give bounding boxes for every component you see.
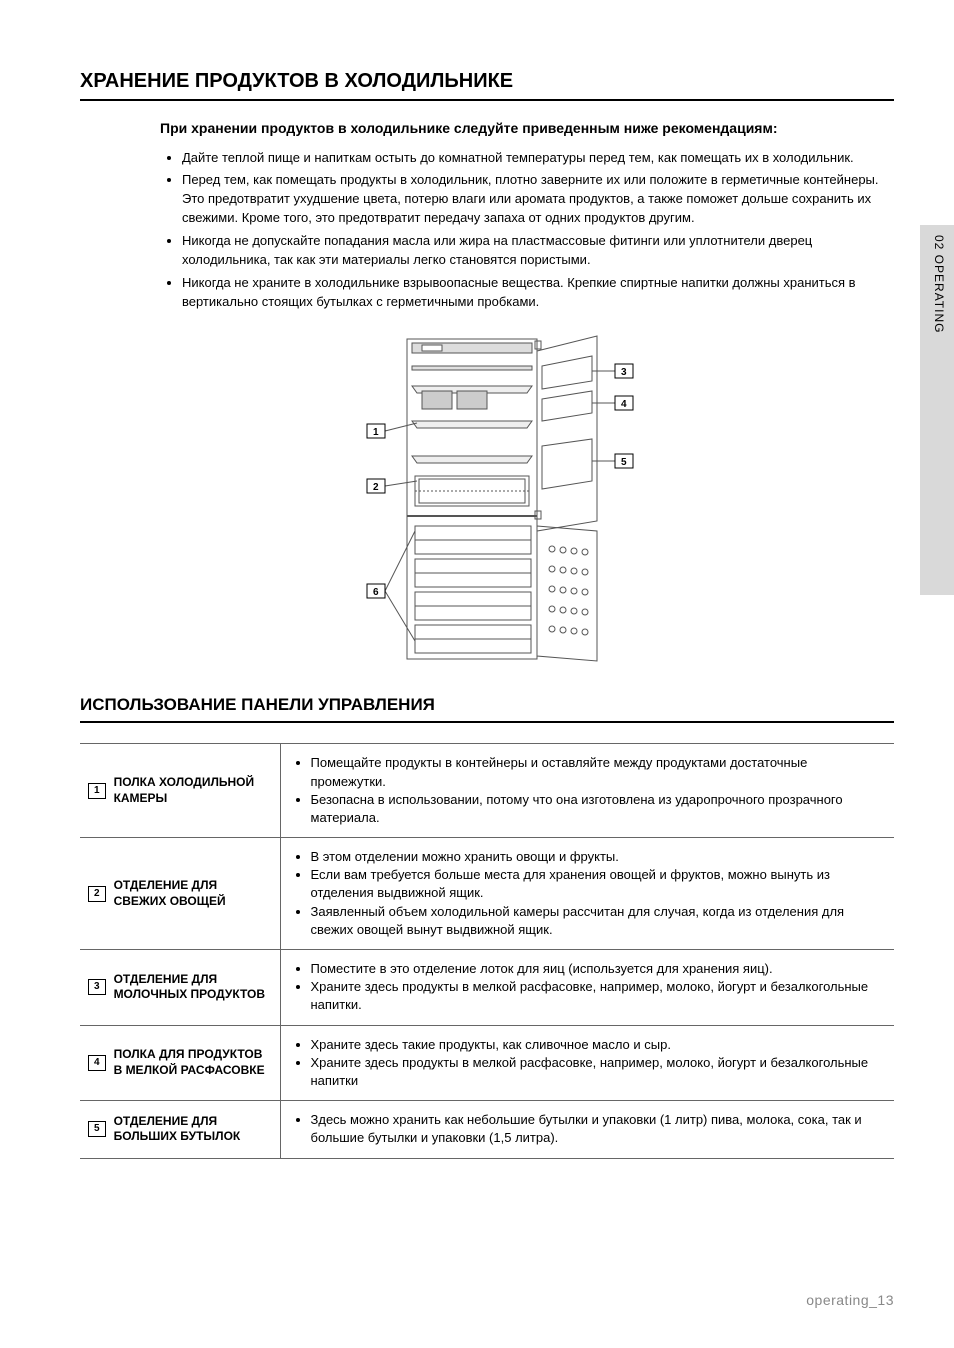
section-heading-storage: ХРАНЕНИЕ ПРОДУКТОВ В ХОЛОДИЛЬНИКЕ — [80, 70, 894, 101]
table-row: 2 ОТДЕЛЕНИЕ ДЛЯ СВЕЖИХ ОВОЩЕЙ В этом отд… — [80, 838, 894, 950]
part-point: В этом отделении можно хранить овощи и ф… — [311, 848, 887, 866]
callout-3: 3 — [621, 367, 627, 378]
table-row: 5 ОТДЕЛЕНИЕ ДЛЯ БОЛЬШИХ БУТЫЛОК Здесь мо… — [80, 1101, 894, 1158]
intro-block: При хранении продуктов в холодильнике сл… — [160, 119, 894, 311]
side-tab-text: 02 OPERATING — [932, 235, 946, 333]
part-point: Если вам требуется больше места для хран… — [311, 866, 887, 902]
page-content: ХРАНЕНИЕ ПРОДУКТОВ В ХОЛОДИЛЬНИКЕ При хр… — [0, 0, 954, 1159]
table-row: 3 ОТДЕЛЕНИЕ ДЛЯ МОЛОЧНЫХ ПРОДУКТОВ Помес… — [80, 950, 894, 1026]
section-heading-panel: ИСПОЛЬЗОВАНИЕ ПАНЕЛИ УПРАВЛЕНИЯ — [80, 695, 894, 723]
callout-4: 4 — [621, 399, 627, 410]
fridge-diagram: 1 2 6 3 4 5 — [80, 331, 894, 671]
part-number: 5 — [88, 1121, 106, 1137]
part-point: Поместите в это отделение лоток для яиц … — [311, 960, 887, 978]
part-point: Храните здесь такие продукты, как сливоч… — [311, 1036, 887, 1054]
rec-item: Перед тем, как помещать продукты в холод… — [182, 171, 894, 228]
part-title: ПОЛКА ДЛЯ ПРОДУКТОВ В МЕЛКОЙ РАСФАСОВКЕ — [114, 1047, 272, 1078]
part-number: 2 — [88, 886, 106, 902]
part-point: Здесь можно хранить как небольшие бутылк… — [311, 1111, 887, 1147]
rec-item: Никогда не допускайте попадания масла ил… — [182, 232, 894, 270]
subheading: При хранении продуктов в холодильнике сл… — [160, 119, 894, 139]
callout-5: 5 — [621, 457, 627, 468]
recommendations-list: Дайте теплой пище и напиткам остыть до к… — [160, 149, 894, 312]
part-point: Заявленный объем холодильной камеры расс… — [311, 903, 887, 939]
table-row: 4 ПОЛКА ДЛЯ ПРОДУКТОВ В МЕЛКОЙ РАСФАСОВК… — [80, 1025, 894, 1101]
part-title: ПОЛКА ХОЛОДИЛЬНОЙ КАМЕРЫ — [114, 775, 272, 806]
part-point: Храните здесь продукты в мелкой расфасов… — [311, 1054, 887, 1090]
part-number: 3 — [88, 979, 106, 995]
part-number: 4 — [88, 1055, 106, 1071]
table-row: 1 ПОЛКА ХОЛОДИЛЬНОЙ КАМЕРЫ Помещайте про… — [80, 744, 894, 838]
part-title: ОТДЕЛЕНИЕ ДЛЯ БОЛЬШИХ БУТЫЛОК — [114, 1114, 272, 1145]
part-point: Храните здесь продукты в мелкой расфасов… — [311, 978, 887, 1014]
callout-1: 1 — [373, 427, 379, 438]
part-title: ОТДЕЛЕНИЕ ДЛЯ МОЛОЧНЫХ ПРОДУКТОВ — [114, 972, 272, 1003]
callout-2: 2 — [373, 482, 379, 493]
callout-6: 6 — [373, 587, 379, 598]
part-title: ОТДЕЛЕНИЕ ДЛЯ СВЕЖИХ ОВОЩЕЙ — [114, 878, 272, 909]
rec-item: Никогда не храните в холодильнике взрыво… — [182, 274, 894, 312]
page-footer: operating_13 — [806, 1292, 894, 1308]
part-point: Безопасна в использовании, потому что он… — [311, 791, 887, 827]
rec-item: Дайте теплой пище и напиткам остыть до к… — [182, 149, 894, 168]
part-number: 1 — [88, 783, 106, 799]
part-point: Помещайте продукты в контейнеры и оставл… — [311, 754, 887, 790]
parts-table: 1 ПОЛКА ХОЛОДИЛЬНОЙ КАМЕРЫ Помещайте про… — [80, 743, 894, 1158]
